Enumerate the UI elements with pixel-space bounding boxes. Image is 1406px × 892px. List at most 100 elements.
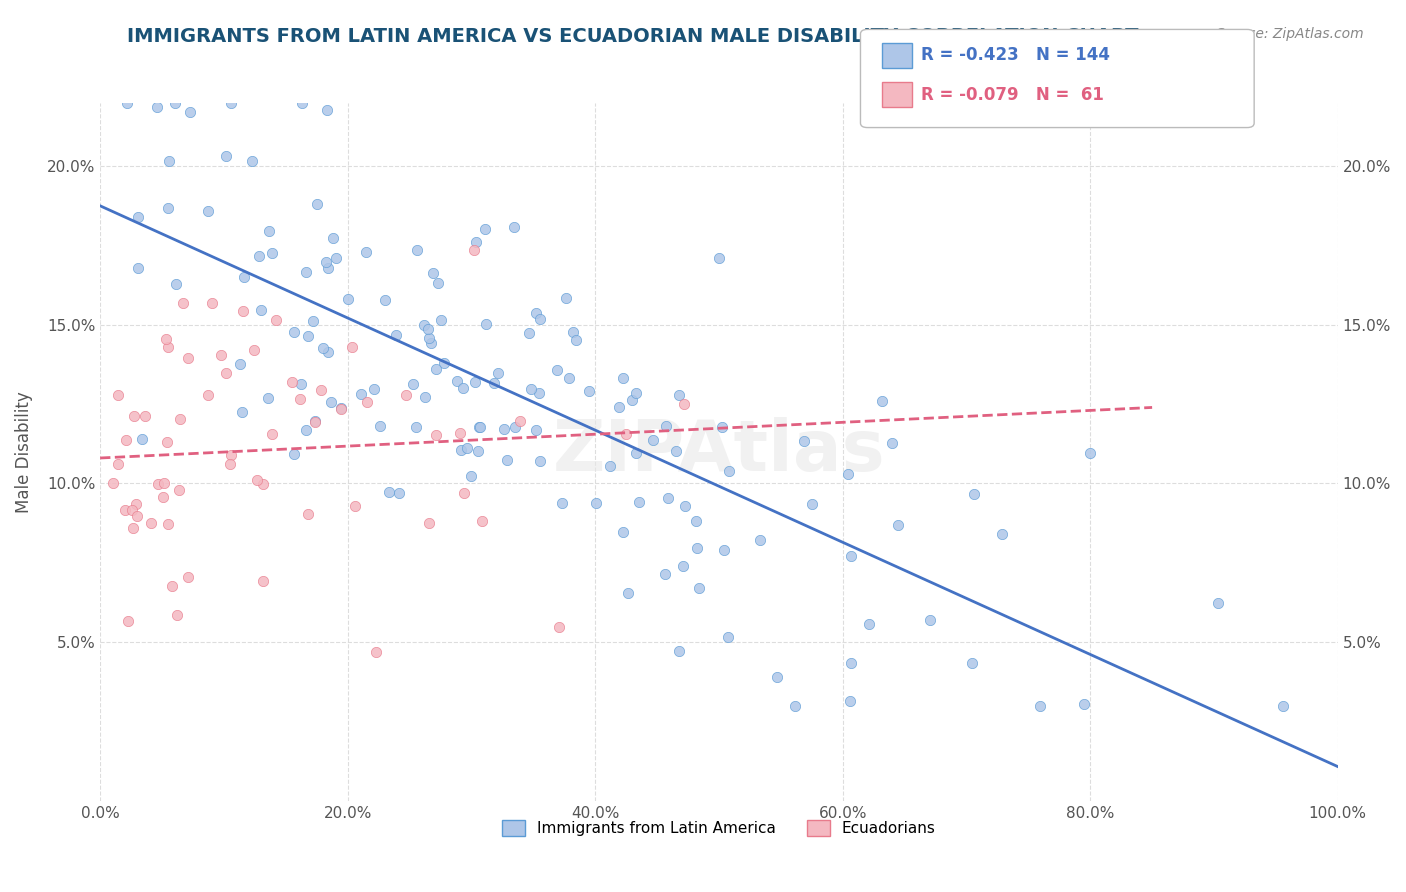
Point	[612, 524, 634, 539]
Point	[668, 644, 690, 658]
Point	[509, 413, 531, 427]
Point	[673, 499, 696, 513]
Point	[418, 516, 440, 530]
Point	[354, 244, 377, 259]
Point	[474, 318, 496, 332]
Point	[554, 291, 576, 305]
Point	[717, 464, 740, 478]
Point	[169, 483, 191, 498]
Point	[157, 517, 180, 532]
Point	[451, 381, 474, 395]
Point	[312, 341, 335, 355]
Point	[612, 371, 634, 385]
Point	[121, 502, 143, 516]
Point	[297, 507, 319, 521]
Point	[165, 277, 187, 292]
Point	[547, 620, 569, 634]
Point	[243, 343, 266, 357]
Text: Source: ZipAtlas.com: Source: ZipAtlas.com	[1216, 27, 1364, 41]
Point	[468, 419, 491, 434]
Point	[406, 243, 429, 257]
Point	[672, 559, 695, 574]
Point	[413, 318, 436, 332]
Point	[673, 397, 696, 411]
Point	[960, 657, 983, 671]
Point	[520, 383, 543, 397]
Point	[503, 420, 526, 434]
Point	[114, 503, 136, 517]
Point	[177, 351, 200, 365]
Point	[749, 533, 772, 548]
Point	[467, 443, 489, 458]
Point	[260, 427, 283, 442]
Y-axis label: Male Disability: Male Disability	[15, 391, 32, 513]
Point	[330, 402, 353, 417]
Point	[215, 148, 238, 162]
Point	[260, 245, 283, 260]
Point	[463, 243, 485, 257]
Point	[785, 698, 807, 713]
Point	[229, 357, 252, 371]
Point	[464, 235, 486, 249]
Point	[374, 293, 396, 307]
Point	[839, 549, 862, 563]
Point	[155, 332, 177, 346]
Point	[416, 322, 439, 336]
Point	[157, 154, 180, 169]
Point	[315, 255, 337, 269]
Point	[627, 495, 650, 509]
Text: IMMIGRANTS FROM LATIN AMERICA VS ECUADORIAN MALE DISABILITY CORRELATION CHART: IMMIGRANTS FROM LATIN AMERICA VS ECUADOR…	[127, 27, 1139, 45]
Point	[295, 265, 318, 279]
Point	[446, 374, 468, 388]
Point	[172, 296, 194, 310]
Point	[219, 95, 242, 110]
Point	[550, 496, 572, 510]
Point	[290, 376, 312, 391]
Point	[418, 331, 440, 345]
Point	[668, 387, 690, 401]
Point	[288, 392, 311, 406]
Point	[413, 391, 436, 405]
Point	[249, 249, 271, 263]
Point	[496, 452, 519, 467]
Point	[685, 541, 707, 555]
Point	[295, 423, 318, 437]
Point	[453, 486, 475, 500]
Point	[1271, 698, 1294, 713]
Point	[395, 388, 418, 402]
Point	[322, 231, 344, 245]
Point	[546, 363, 568, 377]
Point	[449, 426, 471, 441]
Point	[450, 443, 472, 458]
Point	[565, 333, 588, 347]
Point	[309, 383, 332, 397]
Point	[281, 375, 304, 389]
Point	[343, 500, 366, 514]
Point	[307, 197, 329, 211]
Point	[363, 382, 385, 396]
Point	[991, 526, 1014, 541]
Point	[713, 542, 735, 557]
Point	[800, 497, 823, 511]
Point	[468, 420, 491, 434]
Point	[240, 154, 263, 169]
Point	[349, 387, 371, 401]
Point	[517, 326, 540, 340]
Point	[219, 448, 242, 462]
Point	[1029, 698, 1052, 713]
Point	[654, 567, 676, 582]
Point	[709, 251, 731, 265]
Point	[665, 444, 688, 458]
Point	[524, 423, 547, 437]
Point	[385, 327, 408, 342]
Point	[460, 468, 482, 483]
Point	[599, 459, 621, 474]
Point	[430, 313, 453, 327]
Point	[131, 433, 153, 447]
Point	[283, 447, 305, 461]
Point	[197, 388, 219, 402]
Point	[301, 313, 323, 327]
Point	[304, 415, 326, 429]
Point	[337, 292, 360, 306]
Point	[157, 201, 180, 215]
